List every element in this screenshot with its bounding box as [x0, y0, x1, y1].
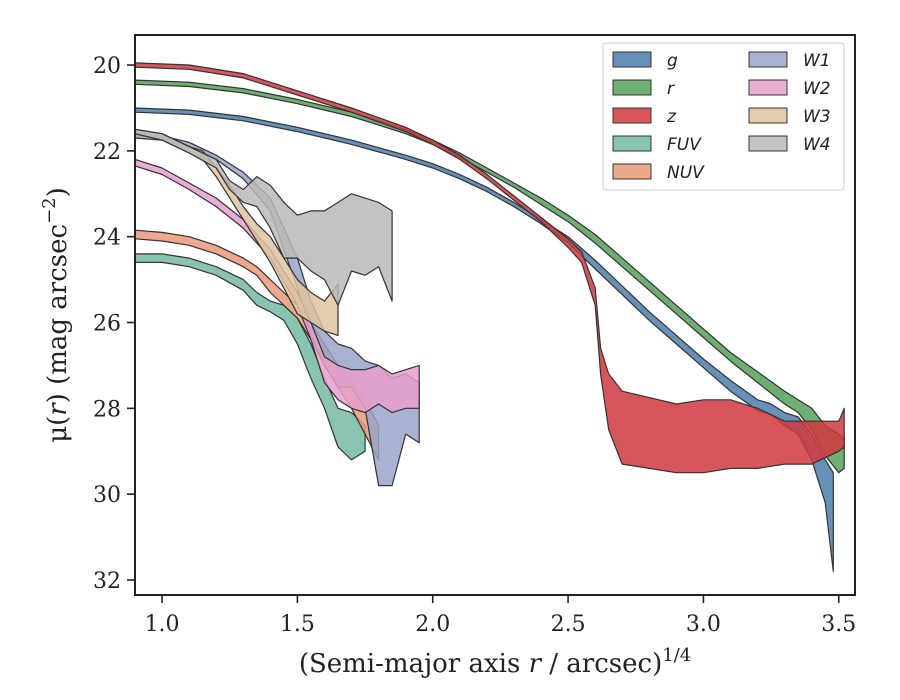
legend-swatch-w4: [748, 135, 788, 152]
y-tick-label: 32: [93, 569, 121, 594]
legend-label-w2: W2: [803, 79, 831, 99]
y-tick-label: 20: [93, 54, 121, 79]
x-tick-label: 1.0: [145, 612, 180, 637]
legend-label-fuv: FUV: [667, 135, 702, 155]
legend: grz FUV NUV W1 W2 W3 W4: [602, 42, 845, 191]
legend-swatch-nuv: [612, 163, 652, 180]
y-tick-label: 26: [93, 312, 121, 337]
y-tick-label: 30: [93, 483, 121, 508]
band-g: [134, 107, 834, 572]
band-fuv: [134, 253, 366, 461]
legend-label-nuv: NUV: [667, 163, 705, 183]
plot-frame: [134, 34, 856, 596]
legend-label-r: r: [667, 79, 675, 99]
surface-brightness-bands: [134, 62, 845, 572]
legend-swatch-r: [612, 79, 652, 96]
legend-label-w4: W4: [803, 135, 831, 155]
x-tick-label: 3.5: [821, 612, 856, 637]
legend-swatch-fuv: [612, 135, 652, 152]
x-tick-label: 2.5: [551, 612, 586, 637]
x-axis-ticks: 1.0 1.5 2.0 2.5 3.0 3.5: [145, 595, 856, 637]
x-tick-label: 3.0: [686, 612, 721, 637]
legend-swatch-g: [612, 51, 652, 68]
y-axis-ticks: 20 22 24 26 28 30 32: [93, 54, 135, 594]
legend-swatch-w2: [748, 79, 788, 96]
x-tick-label: 2.0: [415, 612, 450, 637]
y-tick-label: 24: [93, 226, 121, 251]
y-axis-label: μ(r) (mag arcsec−2): [39, 187, 73, 443]
legend-label-w1: W1: [803, 51, 831, 71]
x-axis-label: (Semi-major axis r / arcsec)1/4: [299, 645, 691, 679]
legend-swatch-w3: [748, 107, 788, 124]
band-w4: [134, 128, 393, 306]
legend-swatch-z: [612, 107, 652, 124]
legend-label-g: g: [667, 51, 678, 71]
y-tick-label: 28: [93, 397, 121, 422]
legend-label-w3: W3: [803, 107, 831, 127]
legend-swatch-w1: [748, 51, 788, 68]
y-tick-label: 22: [93, 140, 121, 165]
x-tick-label: 1.5: [280, 612, 315, 637]
legend-label-z: z: [666, 107, 677, 127]
band-z: [134, 62, 845, 474]
